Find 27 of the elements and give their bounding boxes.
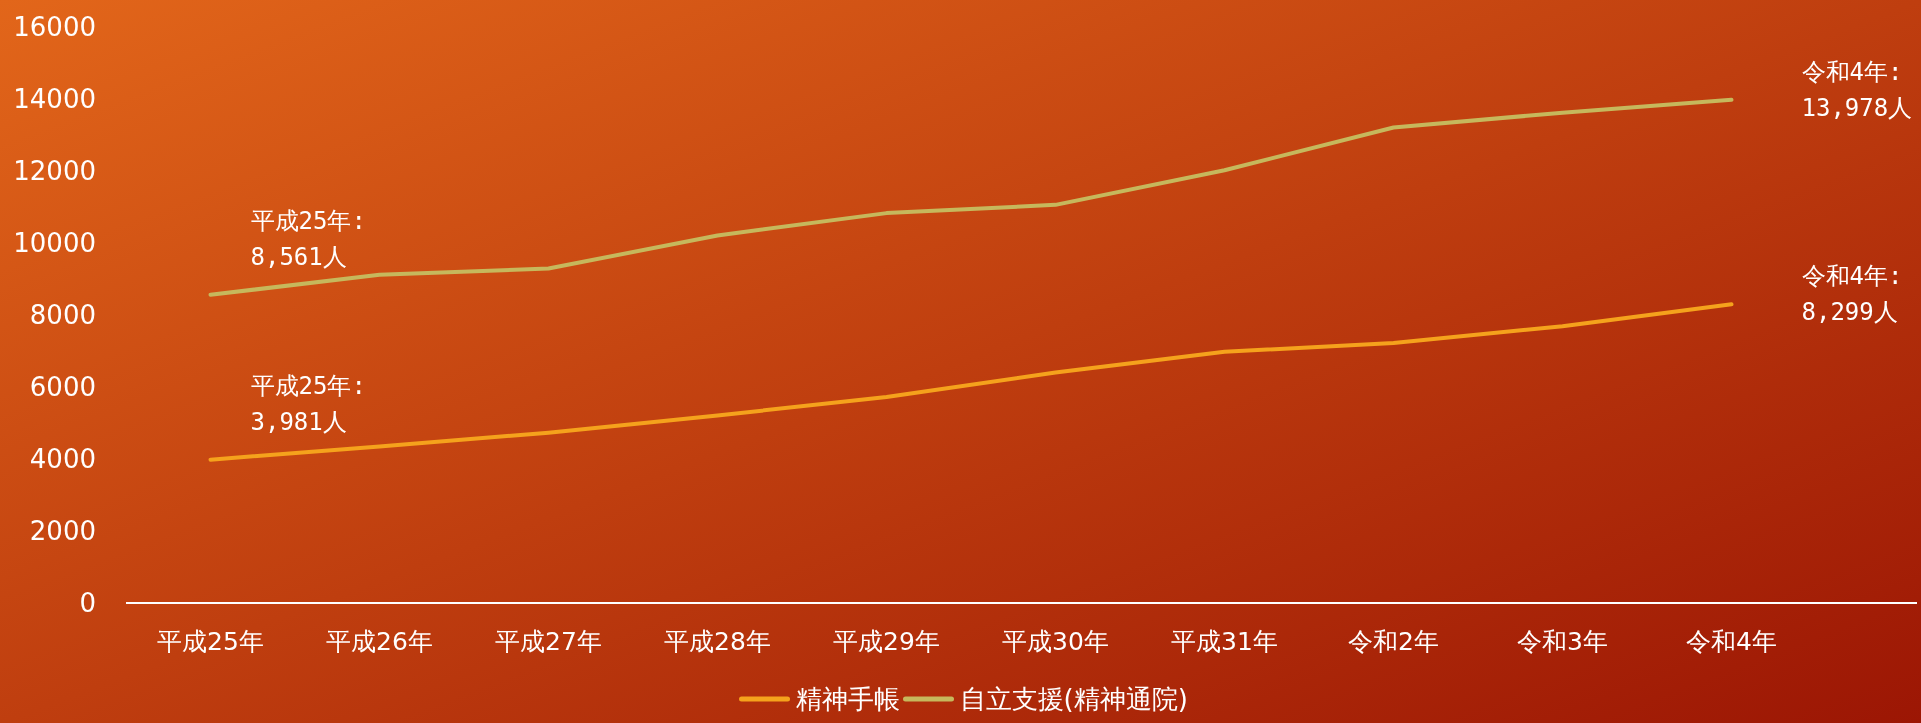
x-tick-label: 平成25年: [157, 627, 264, 656]
y-tick-label: 2000: [29, 516, 96, 547]
legend-label: 精神手帳: [795, 684, 900, 714]
y-tick-label: 8000: [29, 300, 96, 331]
annotation: 平成25年: 3,981人: [250, 371, 366, 436]
x-tick-label: 平成27年: [495, 627, 602, 656]
x-tick-label: 令和3年: [1517, 627, 1608, 656]
x-tick-label: 令和4年: [1686, 627, 1777, 656]
x-tick-label: 平成31年: [1171, 627, 1278, 656]
x-tick-label: 令和2年: [1348, 627, 1439, 656]
x-tick-label: 平成30年: [1002, 627, 1109, 656]
y-tick-label: 16000: [13, 12, 96, 43]
line-series: [208, 97, 1734, 297]
legend-label: 自立支援(精神通院): [959, 684, 1188, 714]
x-tick-label: 平成29年: [833, 627, 940, 656]
y-tick-label: 0: [79, 588, 96, 619]
y-tick-label: 14000: [13, 84, 96, 115]
x-tick-label: 平成28年: [664, 627, 771, 656]
annotation: 令和4年: 8,299人: [1801, 262, 1903, 327]
y-tick-label: 4000: [29, 444, 96, 475]
y-tick-label: 12000: [13, 156, 96, 187]
line-series: [208, 302, 1734, 462]
y-tick-label: 6000: [29, 372, 96, 403]
annotation: 令和4年: 13,978人: [1801, 57, 1913, 122]
annotation: 平成25年: 8,561人: [250, 206, 366, 271]
x-tick-label: 平成26年: [326, 627, 433, 656]
y-tick-label: 10000: [13, 228, 96, 259]
